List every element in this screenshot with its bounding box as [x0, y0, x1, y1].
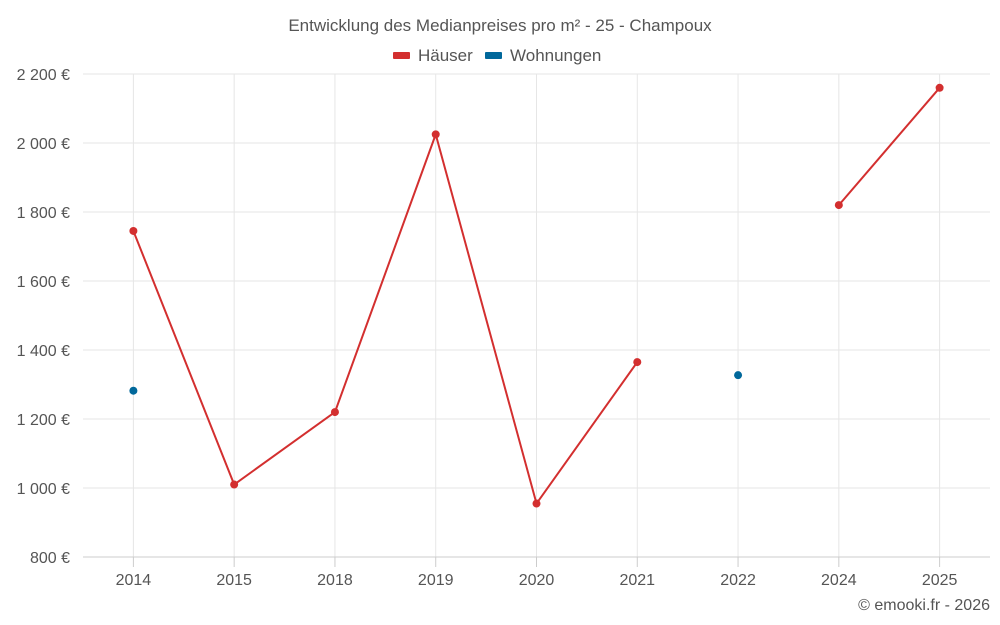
- y-tick-label: 1 200 €: [17, 412, 70, 429]
- legend: Häuser Wohnungen: [393, 46, 601, 65]
- legend-item-haeuser[interactable]: Häuser: [393, 46, 473, 65]
- data-point-wohnungen[interactable]: [129, 386, 138, 395]
- series-wohnungen: [129, 371, 743, 395]
- data-point-haeuser[interactable]: [532, 499, 541, 508]
- y-axis: 800 € 1 000 € 1 200 € 1 400 € 1 600 € 1 800 €…: [17, 67, 70, 567]
- legend-label-haeuser: Häuser: [418, 46, 473, 65]
- y-tick-label: 800 €: [30, 550, 70, 567]
- data-point-haeuser[interactable]: [230, 480, 239, 489]
- x-tick-label: 2015: [216, 572, 252, 589]
- credit: © emooki.fr - 2026: [858, 597, 990, 614]
- data-point-haeuser[interactable]: [129, 226, 138, 235]
- x-tick-label: 2025: [922, 572, 958, 589]
- data-point-wohnungen[interactable]: [734, 371, 743, 380]
- x-tick-label: 2019: [418, 572, 454, 589]
- x-tick-label: 2022: [720, 572, 756, 589]
- legend-swatch-haeuser: [393, 52, 410, 59]
- x-tick-label: 2014: [116, 572, 152, 589]
- data-point-haeuser[interactable]: [834, 201, 843, 210]
- chart-title: Entwicklung des Medianpreises pro m² - 2…: [288, 16, 712, 35]
- legend-label-wohnungen: Wohnungen: [510, 46, 601, 65]
- x-tick-label: 2021: [619, 572, 655, 589]
- data-point-haeuser[interactable]: [935, 83, 944, 92]
- y-tick-label: 1 400 €: [17, 343, 70, 360]
- series-haeuser: [129, 83, 944, 508]
- grid: [83, 73, 990, 557]
- legend-item-wohnungen[interactable]: Wohnungen: [485, 46, 601, 65]
- data-point-haeuser[interactable]: [633, 358, 642, 367]
- x-tick-label: 2024: [821, 572, 857, 589]
- y-tick-label: 1 600 €: [17, 274, 70, 291]
- series-line-haeuser: [132, 133, 639, 505]
- x-axis: 2014 2015 2018 2019 2020 2021 2022 2024 2025: [83, 556, 990, 589]
- data-point-haeuser[interactable]: [330, 408, 339, 417]
- x-tick-label: 2020: [519, 572, 555, 589]
- series: [129, 83, 944, 508]
- x-tick-label: 2018: [317, 572, 353, 589]
- y-tick-label: 1 000 €: [17, 481, 70, 498]
- y-tick-label: 1 800 €: [17, 205, 70, 222]
- y-tick-label: 2 200 €: [17, 67, 70, 84]
- legend-swatch-wohnungen: [485, 52, 502, 59]
- data-point-haeuser[interactable]: [431, 130, 440, 139]
- y-tick-label: 2 000 €: [17, 136, 70, 153]
- series-line-haeuser: [838, 87, 941, 206]
